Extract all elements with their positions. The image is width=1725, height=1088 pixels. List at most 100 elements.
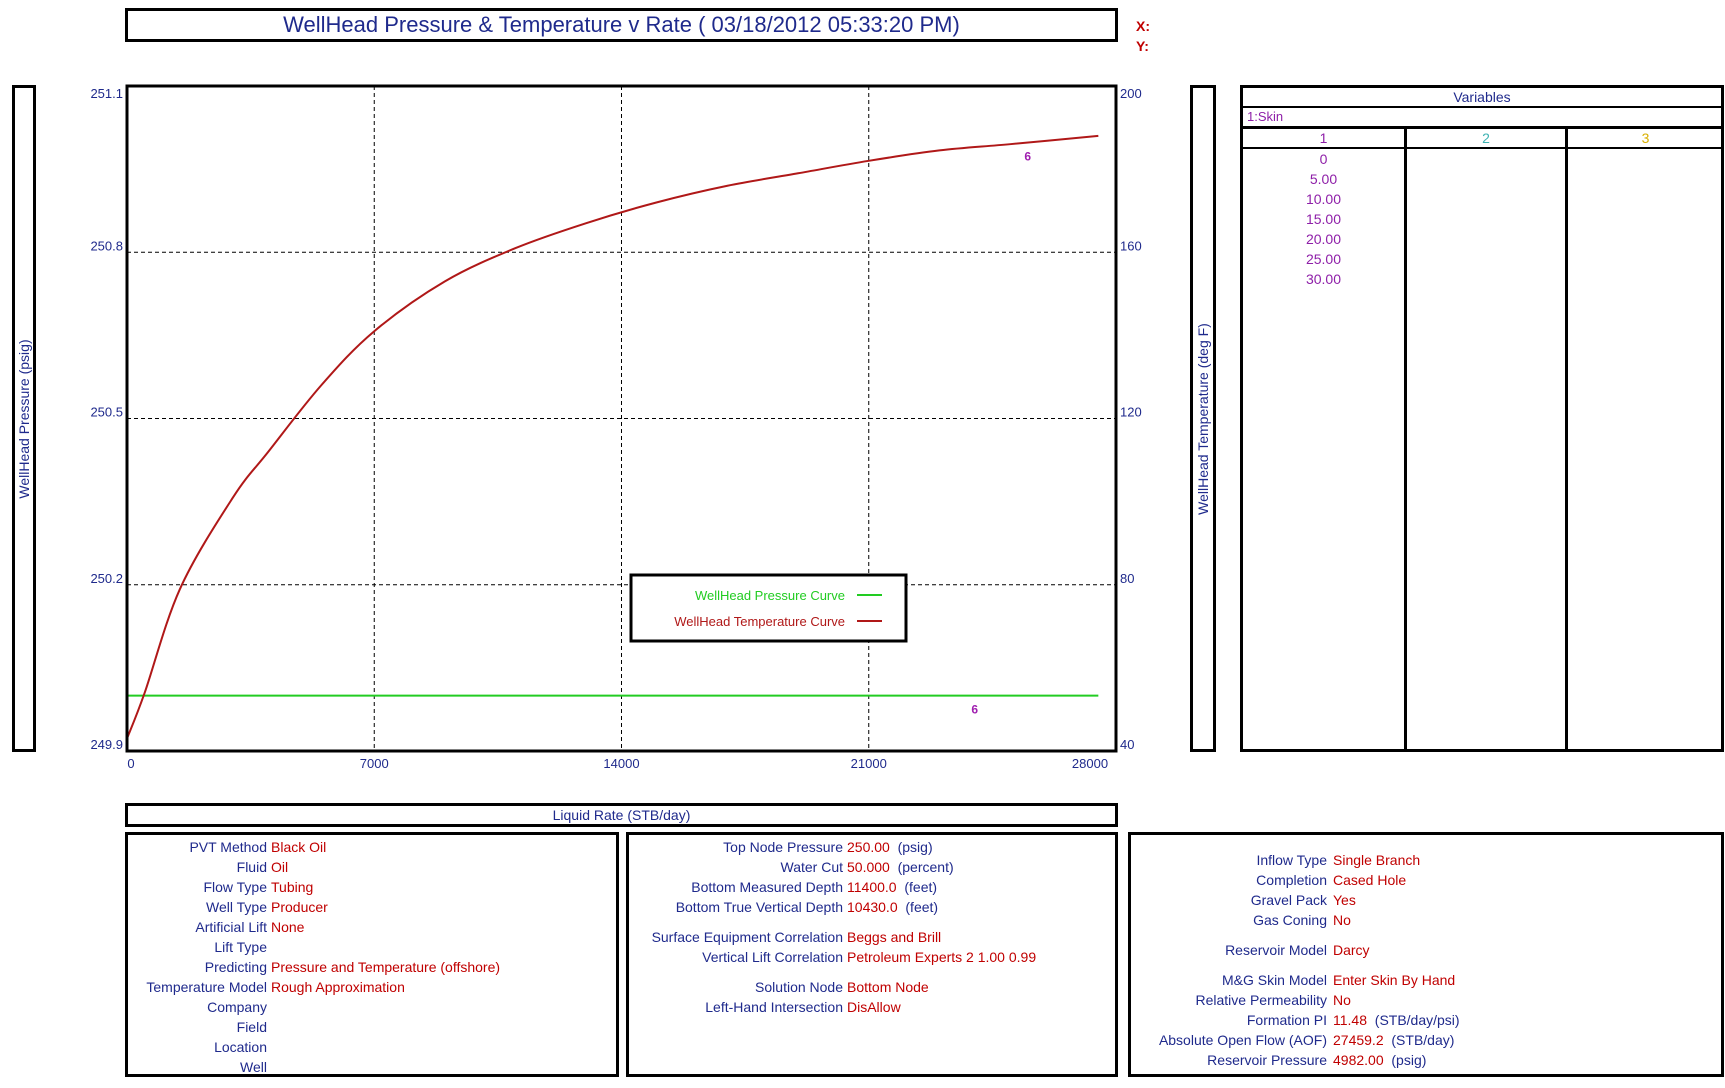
variable-value: 20.00 bbox=[1305, 231, 1342, 247]
info-value: Oil bbox=[271, 859, 289, 875]
y-right-tick-label: 200 bbox=[1120, 86, 1142, 101]
variables-column-header: 3 bbox=[1568, 129, 1723, 149]
variables-title: Variables bbox=[1243, 88, 1721, 108]
info-value: Pressure and Temperature (offshore) bbox=[271, 959, 501, 975]
chart-plot[interactable]: 0 7000 14000 21000 28000 249.9 250.2 250.5 250.8… bbox=[0, 0, 1180, 790]
series-end-marker: 6 bbox=[1024, 150, 1031, 164]
info-value: DisAllow bbox=[847, 999, 901, 1015]
plot-frame bbox=[125, 84, 1118, 753]
right-axis-label-box: WellHead Temperature (deg F) bbox=[1190, 85, 1216, 752]
info-label: Lift Type bbox=[214, 939, 267, 955]
info-unit: (percent) bbox=[889, 859, 954, 875]
info-value: 50.000 (percent) bbox=[847, 859, 954, 875]
x-tick-label: 0 bbox=[127, 756, 134, 771]
info-value: No bbox=[1333, 992, 1351, 1008]
info-unit: (deg F) bbox=[1376, 1072, 1429, 1074]
info-label: Well bbox=[240, 1059, 267, 1075]
info-value: Single Branch bbox=[1333, 852, 1421, 868]
info-unit: (STB/day) bbox=[1383, 1032, 1455, 1048]
variables-column-2: 2 bbox=[1407, 129, 1568, 749]
info-label: Predicting bbox=[204, 959, 267, 975]
x-axis-label-box: Liquid Rate (STB/day) bbox=[125, 803, 1118, 827]
y-left-tick-label: 251.1 bbox=[90, 86, 123, 101]
info-label: Water Cut bbox=[780, 859, 844, 875]
variables-column-3: 3 bbox=[1568, 129, 1723, 749]
info-value: 250.00 (psig) bbox=[847, 839, 933, 855]
info-value: Tubing bbox=[271, 879, 314, 895]
info-value: 11400.0 (feet) bbox=[847, 879, 938, 895]
info-label: Field bbox=[236, 1019, 267, 1035]
info-value: Producer bbox=[271, 899, 328, 915]
x-tick-label: 7000 bbox=[360, 756, 389, 771]
info-label: Inflow Type bbox=[1256, 852, 1327, 868]
info-label: Gravel Pack bbox=[1250, 892, 1327, 908]
info-label: Completion bbox=[1256, 872, 1327, 888]
info-value: Bottom Node bbox=[847, 979, 929, 995]
cursor-y-label: Y: bbox=[1136, 38, 1149, 54]
info-label: Surface Equipment Correlation bbox=[651, 929, 843, 945]
series-end-marker: 6 bbox=[971, 703, 978, 717]
y-left-tick-label: 250.8 bbox=[90, 238, 123, 253]
info-value: None bbox=[271, 919, 305, 935]
x-axis-label: Liquid Rate (STB/day) bbox=[552, 807, 691, 823]
info-value: Yes bbox=[1333, 892, 1356, 908]
info-label: Location bbox=[214, 1039, 267, 1055]
info-label: Temperature Model bbox=[146, 979, 267, 995]
info-panel-reservoir: Inflow Type Single Branch Completion Cased … bbox=[1128, 832, 1724, 1077]
info-label: M&G Skin Model bbox=[1221, 972, 1327, 988]
info-panel-well: PVT Method Black Oil Fluid Oil Flow Type Tubi… bbox=[125, 832, 619, 1077]
x-tick-label: 28000 bbox=[1072, 756, 1108, 771]
info-label: Solution Node bbox=[755, 979, 843, 995]
info-label: Relative Permeability bbox=[1195, 992, 1328, 1008]
variable-value: 0 bbox=[1319, 151, 1328, 167]
info-unit: (feet) bbox=[896, 879, 938, 895]
x-tick-label: 14000 bbox=[603, 756, 639, 771]
info-label: Bottom True Vertical Depth bbox=[675, 899, 843, 915]
info-value: 210.00 (deg F) bbox=[1333, 1070, 1429, 1074]
info-label: Reservoir Temperature bbox=[1185, 1070, 1327, 1074]
x-tick-label: 21000 bbox=[851, 756, 887, 771]
series-line-temperature[interactable] bbox=[126, 134, 1099, 739]
info-label: Gas Coning bbox=[1253, 912, 1327, 928]
info-value: 11.48 (STB/day/psi) bbox=[1333, 1012, 1460, 1028]
info-value: Cased Hole bbox=[1333, 872, 1407, 888]
info-unit: (STB/day/psi) bbox=[1367, 1012, 1460, 1028]
info-value: 27459.2 (STB/day) bbox=[1333, 1032, 1455, 1048]
variables-column-1: 1 0 5.00 10.00 15.00 20.00 25.00 30.00 bbox=[1243, 129, 1407, 749]
y-right-tick-label: 120 bbox=[1120, 405, 1142, 420]
y-left-tick-label: 249.9 bbox=[90, 737, 123, 752]
info-label: Reservoir Pressure bbox=[1207, 1052, 1327, 1068]
y-right-tick-label: 40 bbox=[1120, 737, 1134, 752]
info-value: Enter Skin By Hand bbox=[1333, 972, 1456, 988]
left-axis-label-box: WellHead Pressure (psig) bbox=[12, 85, 36, 752]
y-right-tick-label: 80 bbox=[1120, 571, 1134, 586]
info-value: No bbox=[1333, 912, 1351, 928]
info-panel-depths: Top Node Pressure 250.00 (psig) Water Cut 5… bbox=[626, 832, 1118, 1077]
info-label: Formation PI bbox=[1246, 1012, 1327, 1028]
info-value: 10430.0 (feet) bbox=[847, 899, 939, 915]
y-left-tick-label: 250.5 bbox=[90, 405, 123, 420]
info-unit: (psig) bbox=[1383, 1052, 1427, 1068]
info-label: Left-Hand Intersection bbox=[705, 999, 843, 1015]
info-label: PVT Method bbox=[189, 839, 267, 855]
chart-legend: WellHead Pressure Curve WellHead Tempera… bbox=[629, 573, 908, 643]
info-value: Darcy bbox=[1333, 942, 1370, 958]
info-label: Fluid bbox=[236, 859, 267, 875]
variable-value: 25.00 bbox=[1305, 251, 1342, 267]
info-label: Bottom Measured Depth bbox=[691, 879, 843, 895]
legend-label-temperature: WellHead Temperature Curve bbox=[674, 614, 845, 629]
info-value: Black Oil bbox=[271, 839, 327, 855]
info-value: Beggs and Brill bbox=[847, 929, 942, 945]
variable-value: 5.00 bbox=[1309, 171, 1338, 187]
cursor-x-label: X: bbox=[1136, 18, 1150, 34]
info-label: Top Node Pressure bbox=[723, 839, 843, 855]
legend-label-pressure: WellHead Pressure Curve bbox=[695, 588, 845, 603]
info-value: Rough Approximation bbox=[271, 979, 405, 995]
info-label: Vertical Lift Correlation bbox=[702, 949, 843, 965]
info-label: Flow Type bbox=[203, 879, 267, 895]
info-value: Petroleum Experts 2 1.00 0.99 bbox=[847, 949, 1037, 965]
variable-value: 30.00 bbox=[1305, 271, 1342, 287]
variables-table: Variables 1:Skin 1 0 5.00 10.00 15.00 20.00 2… bbox=[1240, 85, 1724, 752]
info-label: Company bbox=[207, 999, 267, 1015]
info-label: Artificial Lift bbox=[195, 919, 267, 935]
